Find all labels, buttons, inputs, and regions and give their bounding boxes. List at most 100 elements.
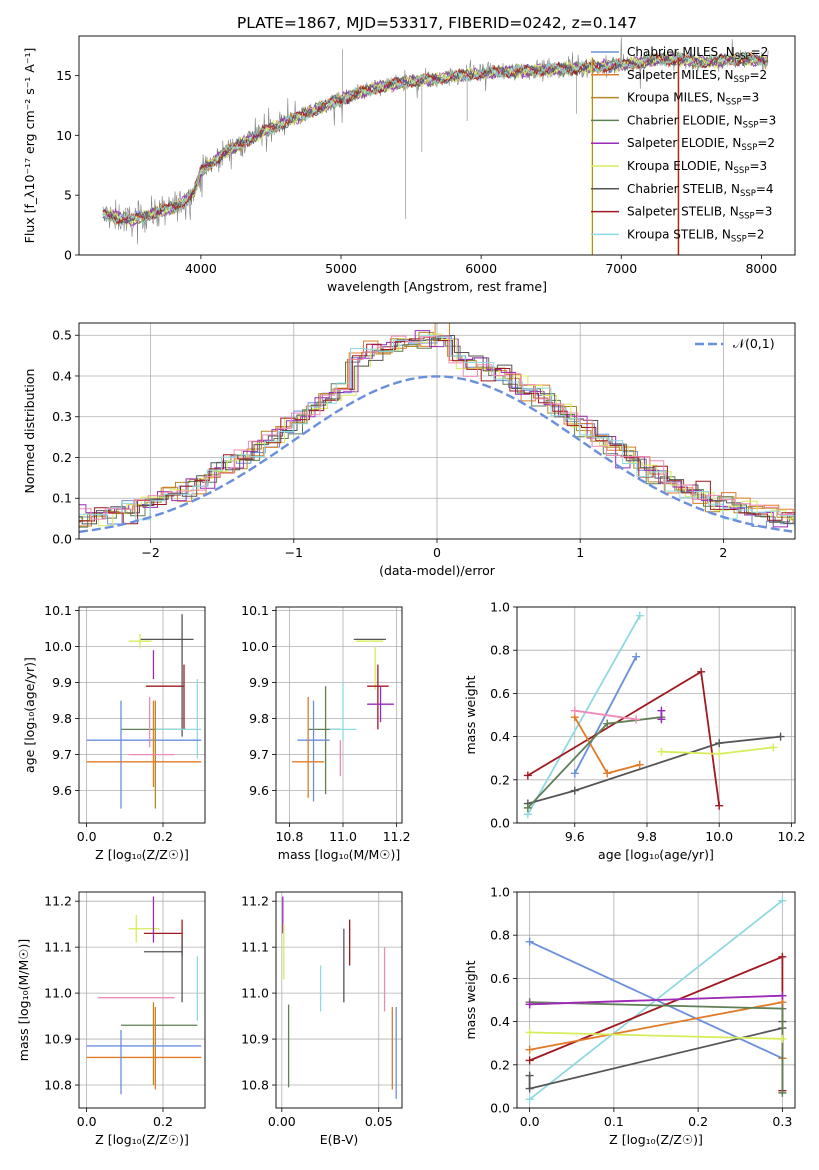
plot-area bbox=[282, 896, 397, 1099]
x-tick-label: 10.0 bbox=[705, 829, 733, 844]
legend-label: 𝒩(0,1) bbox=[733, 336, 775, 351]
legend-label-suffix: =2 bbox=[751, 45, 769, 59]
series-marker bbox=[525, 937, 534, 946]
y-tick-label: 9.9 bbox=[52, 675, 72, 690]
y-tick-label: 9.7 bbox=[52, 747, 72, 762]
y-tick-label: 11.0 bbox=[241, 986, 269, 1001]
legend-label-text: Kroupa STELIB, N bbox=[627, 227, 731, 241]
x-tick-label: 0.0 bbox=[520, 1114, 540, 1129]
y-tick-label: 10.1 bbox=[241, 603, 269, 618]
legend-label-suffix: =3 bbox=[742, 91, 760, 105]
legend-label: Chabrier ELODIE, NSSP=3 bbox=[627, 113, 776, 130]
model-spectrum-line bbox=[102, 52, 769, 225]
y-tick-label: 0.0 bbox=[490, 816, 510, 831]
legend-label-text: Salpeter STELIB, N bbox=[627, 205, 739, 219]
series-marker bbox=[570, 786, 579, 795]
y-tick-label: 0.8 bbox=[490, 928, 510, 943]
y-tick-label: 0.0 bbox=[52, 532, 72, 547]
legend-label-subscript: SSP bbox=[739, 212, 755, 222]
y-axis-label: Flux [f_λ10⁻¹⁷ erg cm⁻² s⁻¹ A⁻¹] bbox=[22, 48, 37, 244]
plot-area bbox=[525, 896, 787, 1104]
histogram-step-line bbox=[79, 335, 795, 520]
x-axis-label: wavelength [Angstrom, rest frame] bbox=[327, 279, 547, 294]
y-tick-label: 0.4 bbox=[490, 1014, 510, 1029]
mass-weight-vs-z-panel: 0.0 0.1 0.2 0.3 0.0 0.2 0.4 0.6 0.8 1.0 Z [log₁₀(Z… bbox=[463, 885, 796, 1147]
legend-label-subscript: SSP bbox=[731, 234, 747, 244]
series-marker bbox=[778, 1088, 787, 1097]
y-tick-label: 0.2 bbox=[490, 1057, 510, 1072]
x-axis-label: age [log₁₀(age/yr)] bbox=[598, 847, 714, 862]
series-marker bbox=[632, 715, 641, 724]
series-marker bbox=[778, 991, 787, 1000]
y-tick-label: 0.2 bbox=[490, 772, 510, 787]
legend-label-suffix: =2 bbox=[747, 227, 765, 241]
x-tick-label: 0.00 bbox=[268, 1114, 296, 1129]
y-tick-label: 10.8 bbox=[44, 1078, 72, 1093]
y-axis-label: Normed distribution bbox=[22, 369, 37, 494]
series-marker bbox=[635, 760, 644, 769]
series-marker bbox=[525, 1084, 534, 1093]
y-tick-label: 11.0 bbox=[44, 986, 72, 1001]
series-marker bbox=[778, 952, 787, 961]
legend-label-text: Salpeter MILES, N bbox=[627, 68, 734, 82]
y-tick-label: 9.8 bbox=[249, 711, 269, 726]
y-tick-label: 9.8 bbox=[52, 711, 72, 726]
legend-label-subscript: SSP bbox=[743, 120, 759, 130]
series-marker bbox=[525, 1028, 534, 1037]
y-tick-label: 11.2 bbox=[44, 894, 72, 909]
series-marker bbox=[657, 706, 666, 715]
legend-label-suffix: =4 bbox=[756, 182, 774, 196]
series-marker bbox=[525, 1000, 534, 1009]
y-tick-label: 0 bbox=[64, 248, 72, 263]
x-tick-label: 10.8 bbox=[275, 829, 303, 844]
x-tick-label: 6000 bbox=[465, 261, 497, 276]
legend-label: Chabrier MILES, NSSP=2 bbox=[627, 45, 768, 62]
series-line bbox=[527, 735, 781, 805]
series-line bbox=[529, 1001, 784, 1059]
series-line bbox=[574, 709, 637, 721]
x-tick-label: 11.2 bbox=[383, 829, 411, 844]
legend-label-subscript: SSP bbox=[726, 98, 742, 108]
age-vs-mass-panel: 10.8 11.0 11.2 9.6 9.7 9.8 9.9 10.0 10.1 mass [lo… bbox=[241, 603, 410, 862]
model-spectrum-line bbox=[102, 51, 769, 226]
axes-frame bbox=[78, 891, 206, 1109]
axes-frame bbox=[275, 606, 403, 824]
histogram-step-line bbox=[79, 335, 795, 527]
y-tick-label: 10.0 bbox=[241, 639, 269, 654]
plot-area bbox=[86, 614, 202, 809]
y-tick-label: 1.0 bbox=[490, 600, 510, 615]
x-tick-label: 0.1 bbox=[604, 1114, 624, 1129]
y-tick-label: 0.1 bbox=[52, 491, 72, 506]
y-axis-label: age [log₁₀(age/yr)] bbox=[22, 657, 37, 773]
series-marker bbox=[635, 611, 644, 620]
y-tick-label: 10 bbox=[56, 128, 72, 143]
y-tick-label: 0.6 bbox=[490, 686, 510, 701]
x-tick-label: 10.2 bbox=[777, 829, 805, 844]
series-marker bbox=[523, 771, 532, 780]
axes-frame bbox=[78, 35, 796, 256]
series-marker bbox=[525, 1056, 534, 1065]
mass-vs-z-panel: 0.0 0.2 10.8 10.9 11.0 11.1 11.2 Z [log₁₀(Z/Z☉)… bbox=[16, 891, 206, 1147]
x-tick-label: 9.8 bbox=[637, 829, 657, 844]
y-tick-label: 15 bbox=[56, 68, 72, 83]
y-tick-label: 10.9 bbox=[241, 1032, 269, 1047]
legend-label-text: Kroupa MILES, N bbox=[627, 91, 726, 105]
series-line bbox=[529, 994, 783, 1006]
y-tick-label: 11.1 bbox=[44, 940, 72, 955]
series-marker bbox=[570, 769, 579, 778]
series-marker bbox=[778, 1004, 787, 1013]
y-tick-label: 11.2 bbox=[241, 894, 269, 909]
series-line bbox=[528, 1021, 784, 1090]
x-tick-label: 9.6 bbox=[565, 829, 585, 844]
legend-label-subscript: SSP bbox=[741, 143, 757, 153]
y-tick-label: 0.8 bbox=[490, 643, 510, 658]
plot-area bbox=[523, 611, 785, 819]
x-tick-label: 0.3 bbox=[772, 1114, 792, 1129]
series-marker bbox=[525, 1071, 534, 1080]
legend-label-suffix: =3 bbox=[749, 159, 767, 173]
x-tick-label: 7000 bbox=[605, 261, 637, 276]
series-marker bbox=[603, 769, 612, 778]
y-tick-label: 9.7 bbox=[249, 747, 269, 762]
legend-label-text: Chabrier MILES, N bbox=[627, 45, 735, 59]
